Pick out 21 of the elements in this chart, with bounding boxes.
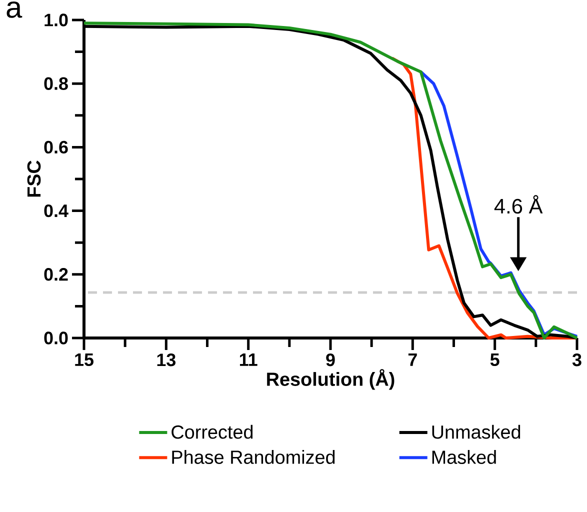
y-tick-label: 0.0 [44,332,68,344]
y-tick-label: 0.2 [44,268,68,281]
x-axis-title: Resolution (Å) [267,369,394,390]
legend-label: Masked [432,450,496,464]
x-tick-label: 5 [490,354,500,366]
x-tick-label: 11 [240,354,258,366]
y-tick-label: 1.0 [44,14,68,26]
legend-label: Corrected [172,424,253,439]
x-tick-label: 9 [326,354,335,366]
text: a [6,2,22,18]
y-tick-label: 0.4 [44,204,68,218]
annotation: 4.6 Å [494,195,543,214]
y-tick-label: 0.8 [44,77,68,90]
legend-label: Phase Randomized [172,450,335,464]
legend-label: Unmasked [432,424,520,439]
x-tick-label: 7 [408,354,417,366]
y-tick-label: 0.6 [44,140,68,154]
x-tick-label: 15 [75,354,94,366]
x-tick-label: 13 [157,354,176,366]
x-tick-label: 3 [572,354,582,366]
y-axis-title: FSC [27,160,41,197]
